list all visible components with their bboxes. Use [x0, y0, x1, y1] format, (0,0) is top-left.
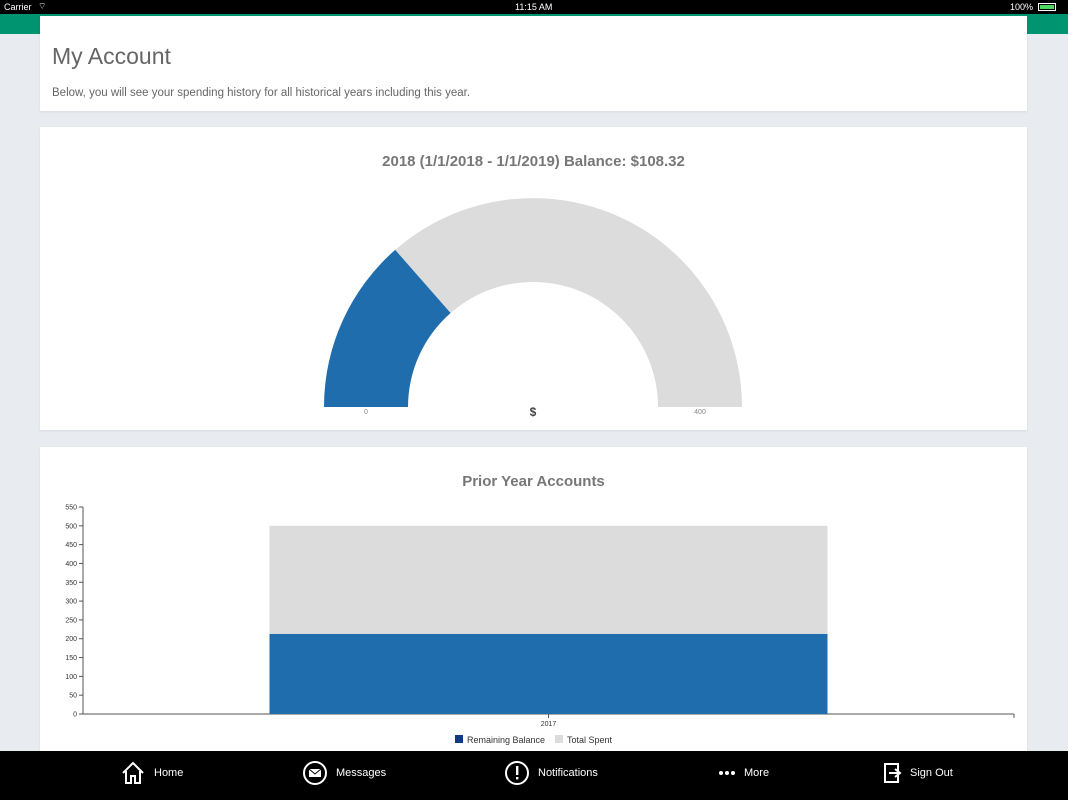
legend-total-spent[interactable]: Total Spent [555, 735, 612, 745]
tab-home[interactable]: Home [120, 760, 183, 786]
tab-bar: Home Messages Notifications More Sign Ou… [0, 751, 1068, 800]
battery-text: 100% [1010, 2, 1034, 12]
y-tick-label: 500 [65, 523, 77, 530]
tab-messages[interactable]: Messages [302, 760, 386, 786]
gauge-card: 2018 (1/1/2018 - 1/1/2019) Balance: $108… [40, 127, 1027, 430]
prior-year-chart: 0 50 100 150 200 250 300 350 400 450 500 550 2017 [65, 505, 1015, 728]
gauge-fill [324, 249, 451, 407]
x-tick-label: 2017 [541, 721, 557, 728]
tab-sign-out[interactable]: Sign Out [884, 760, 953, 786]
more-icon [719, 771, 735, 775]
tab-more[interactable]: More [718, 760, 769, 786]
envelope-icon [303, 761, 327, 785]
alert-icon [505, 761, 529, 785]
gauge-min-label: 0 [364, 409, 368, 416]
y-tick-label: 250 [65, 617, 77, 624]
y-tick-label: 400 [65, 561, 77, 568]
y-tick-label: 350 [65, 580, 77, 587]
chart-title: Prior Year Accounts [462, 473, 605, 490]
gauge-track [324, 198, 742, 407]
legend-remaining-balance[interactable]: Remaining Balance [454, 735, 545, 745]
status-bar: Carrier ⌔ 11:15 AM 100% [0, 0, 1068, 14]
gauge-unit-label: $ [529, 405, 537, 419]
y-tick-label: 200 [65, 636, 77, 643]
prior-year-card: Prior Year Accounts 0 50 100 150 200 250 300 35… [40, 447, 1027, 757]
battery-icon [1038, 3, 1056, 11]
bar-total-spent [269, 525, 828, 634]
y-tick-label: 0 [73, 712, 77, 719]
gauge-title: 2018 (1/1/2018 - 1/1/2019) Balance: $108… [382, 153, 685, 170]
tab-notifications[interactable]: Notifications [504, 760, 598, 786]
time: 11:15 AM [515, 2, 553, 12]
page-title: My Account [52, 43, 171, 69]
y-tick-label: 100 [65, 674, 77, 681]
y-tick-label: 450 [65, 542, 77, 549]
sign-out-icon [884, 763, 902, 783]
wifi-icon: ⌔ [38, 1, 47, 11]
balance-gauge [324, 198, 742, 407]
gauge-max-label: 400 [694, 409, 706, 416]
chart-legend: Remaining Balance Total Spent [40, 735, 1027, 745]
page-subtitle: Below, you will see your spending histor… [52, 87, 471, 99]
home-icon [122, 761, 144, 784]
carrier: Carrier [4, 2, 32, 12]
bar-remaining-balance [269, 633, 828, 714]
account-header-card: My Account Below, you will see your spen… [40, 16, 1027, 111]
y-tick-label: 50 [69, 693, 77, 700]
y-tick-label: 550 [65, 505, 77, 512]
y-tick-label: 150 [65, 655, 77, 662]
y-tick-label: 300 [65, 599, 77, 606]
